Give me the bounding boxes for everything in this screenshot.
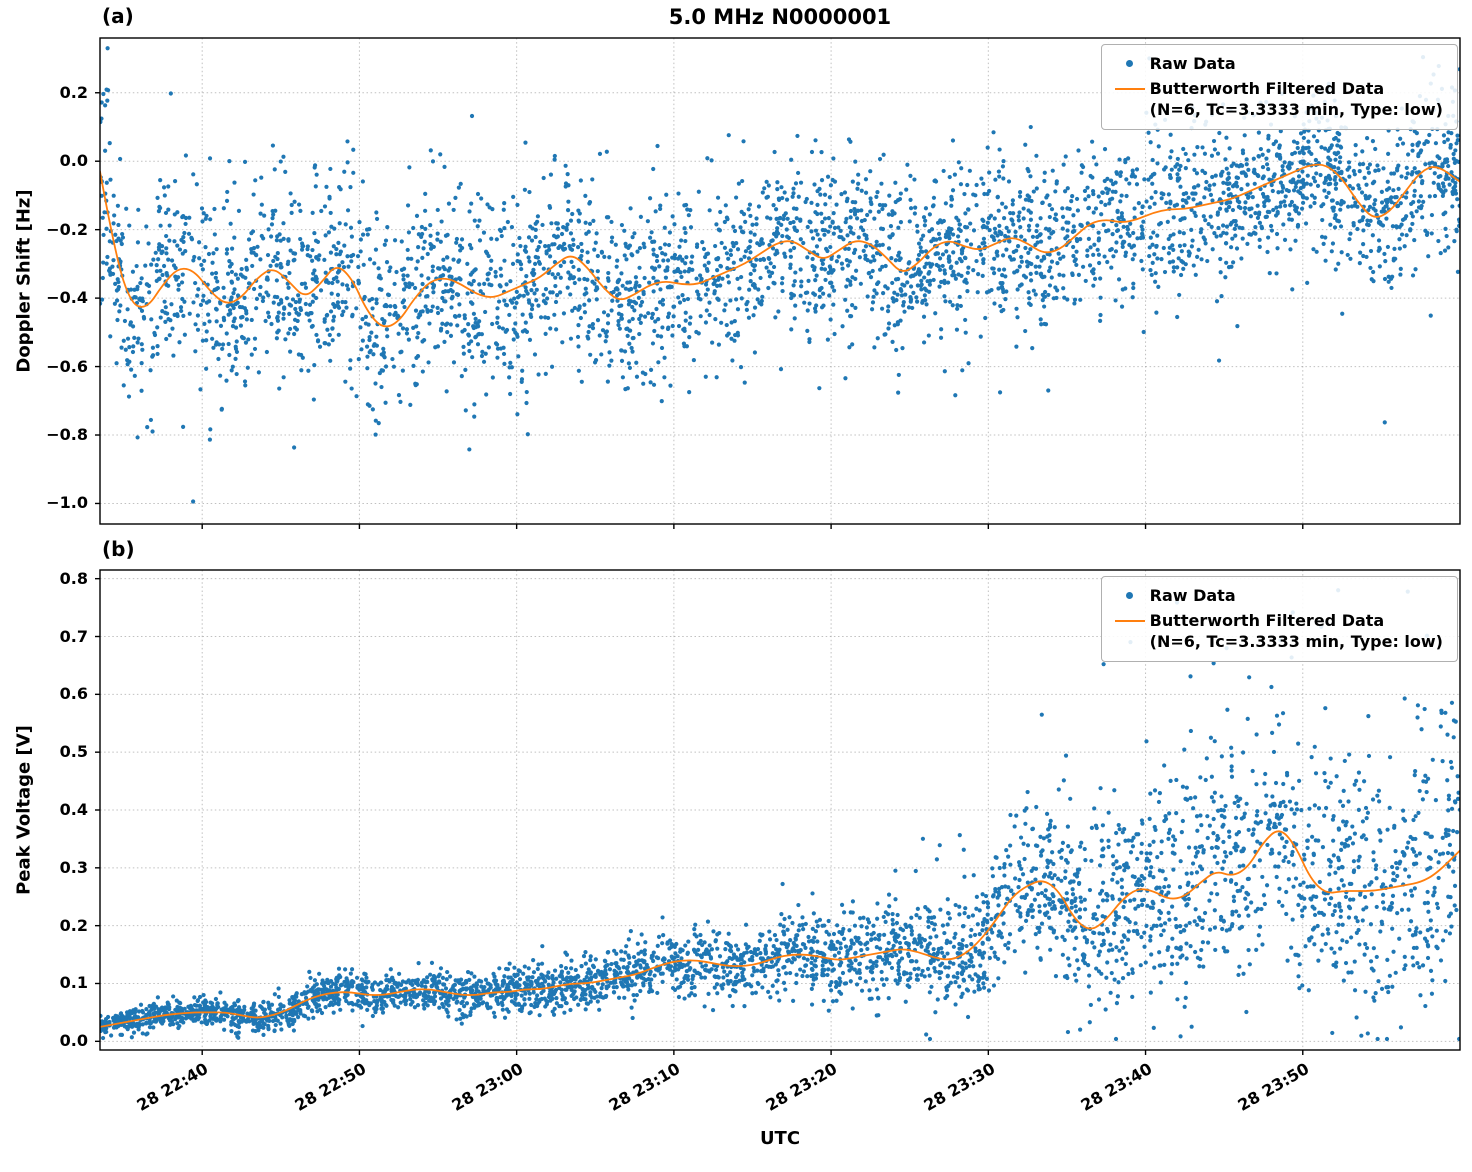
y-tick-label: 0.0 [59,1031,88,1051]
raw-data-marker-icon [1126,60,1134,67]
y-tick-label: 0.0 [59,151,88,171]
y-tick-label: 0.8 [59,568,88,588]
legend-marker-cell [1110,60,1150,67]
legend-filtered-data-label: Butterworth Filtered Data (N=6, Tc=3.333… [1149,78,1443,120]
y-tick-label: −1.0 [46,493,88,513]
y-tick-label: 0.2 [59,915,88,935]
legend-entry-filtered-data: Butterworth Filtered Data (N=6, Tc=3.333… [1110,78,1443,121]
legend-raw-data-label: Raw Data [1149,54,1236,73]
legend-entry-raw-data: Raw Data [1110,585,1443,607]
panel-a-y-axis-label: Doppler Shift [Hz] [13,189,35,373]
y-tick-label: 0.4 [59,800,88,819]
y-tick-label: 0.5 [59,742,88,762]
filtered-line-icon [1114,87,1145,90]
panel-b-legend: Raw Data Butterworth Filtered Data (N=6,… [1100,576,1458,662]
legend-marker-cell [1110,592,1150,599]
y-tick-label: 0.1 [59,973,88,993]
y-tick-label: 0.6 [59,684,88,704]
legend-marker-cell [1110,86,1150,90]
y-tick-label: −0.8 [46,425,88,444]
y-tick-label: −0.2 [46,219,88,239]
panel-a-legend: Raw Data Butterworth Filtered Data (N=6,… [1100,44,1458,130]
y-tick-label: −0.4 [46,288,88,308]
panel-a-label: (a) [102,4,134,28]
raw-data-marker-icon [1126,592,1134,599]
y-tick-label: 0.7 [59,626,88,646]
y-tick-label: 0.3 [59,857,88,877]
y-tick-label: −0.6 [46,356,88,376]
filtered-line-icon [1114,619,1145,622]
legend-marker-cell [1110,618,1150,622]
legend-entry-filtered-data: Butterworth Filtered Data (N=6, Tc=3.333… [1110,610,1443,653]
figure-title: 5.0 MHz N0000001 [668,5,892,29]
legend-filtered-data-label: Butterworth Filtered Data (N=6, Tc=3.333… [1149,610,1443,652]
panel-b-label: (b) [102,537,135,561]
y-tick-label: 0.2 [59,82,88,102]
legend-raw-data-label: Raw Data [1149,586,1236,605]
x-axis-label: UTC [759,1128,801,1149]
legend-entry-raw-data: Raw Data [1110,53,1443,75]
